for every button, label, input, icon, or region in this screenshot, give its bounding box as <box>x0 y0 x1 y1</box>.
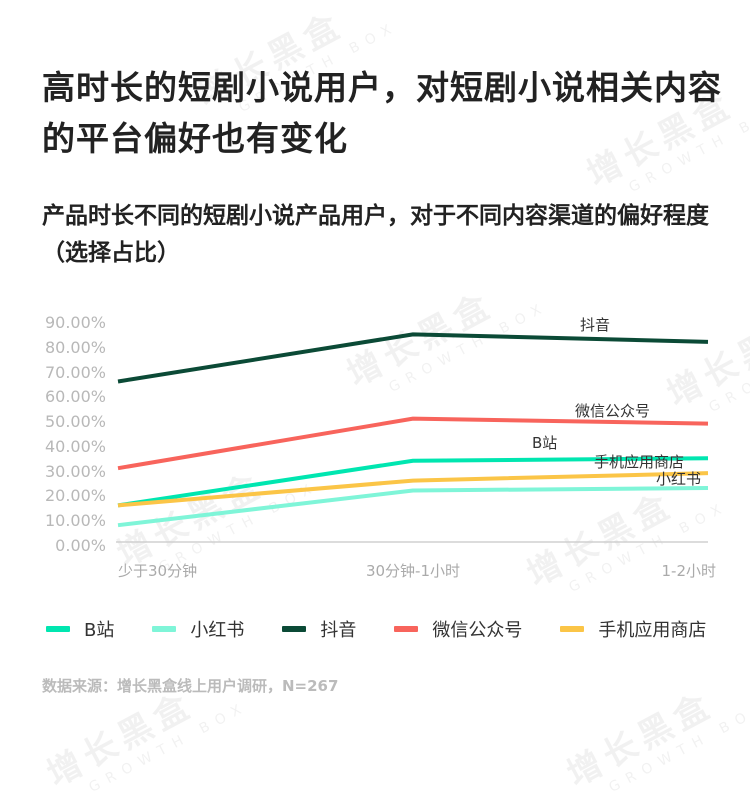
y-tick-label: 20.00% <box>44 486 106 506</box>
y-tick-label: 80.00% <box>44 337 106 357</box>
series-line <box>117 471 709 508</box>
series-end-label: 手机应用商店 <box>594 453 685 472</box>
y-tick-label: 30.00% <box>44 461 106 481</box>
legend-item: B站 <box>46 616 114 642</box>
legend-swatch-icon <box>152 626 177 632</box>
legend-item: 抖音 <box>282 616 356 642</box>
legend-label: B站 <box>84 620 115 641</box>
legend-label: 小红书 <box>190 620 245 641</box>
legend-label: 微信公众号 <box>432 620 523 641</box>
page-title: 高时长的短剧小说用户，对短剧小说相关内容的平台偏好也有变化 <box>42 68 722 158</box>
legend-swatch-icon <box>394 626 419 632</box>
y-tick-label: 40.00% <box>44 436 106 456</box>
series-end-label: 抖音 <box>580 315 611 334</box>
y-tick-label: 10.00% <box>44 511 106 531</box>
series-line <box>117 332 709 384</box>
y-tick-label: 70.00% <box>44 362 106 382</box>
data-source: 数据来源：增长黑盒线上用户调研，N=267 <box>42 677 339 695</box>
legend-swatch-icon <box>560 626 585 632</box>
legend-swatch-icon <box>282 626 307 632</box>
y-tick-label: 90.00% <box>44 313 106 332</box>
chart-legend: B站 小红书 抖音 微信公众号 手机应用商店 <box>46 616 744 642</box>
legend-label: 手机应用商店 <box>598 620 707 641</box>
legend-item: 微信公众号 <box>394 616 522 642</box>
legend-swatch-icon <box>46 626 70 632</box>
series-line <box>117 456 709 508</box>
legend-label: 抖音 <box>320 620 357 641</box>
series-end-label: 微信公众号 <box>575 401 651 420</box>
y-tick-label: 0.00% <box>55 536 106 555</box>
series-end-label: B站 <box>532 434 558 453</box>
legend-item: 小红书 <box>152 616 244 642</box>
legend-item: 手机应用商店 <box>560 616 706 642</box>
y-tick-label: 50.00% <box>44 412 106 432</box>
chart-subtitle: 产品时长不同的短剧小说产品用户，对于不同内容渠道的偏好程度（选择占比） <box>42 203 709 266</box>
x-tick-label: 少于30分钟 <box>118 562 198 580</box>
series-line <box>117 486 709 528</box>
x-tick-label: 30分钟-1小时 <box>365 562 461 580</box>
x-tick-label: 1-2小时 <box>661 562 717 580</box>
series-line <box>117 416 709 471</box>
series-end-label: 小红书 <box>656 470 702 488</box>
line-chart <box>116 332 709 543</box>
y-tick-label: 60.00% <box>44 387 106 407</box>
